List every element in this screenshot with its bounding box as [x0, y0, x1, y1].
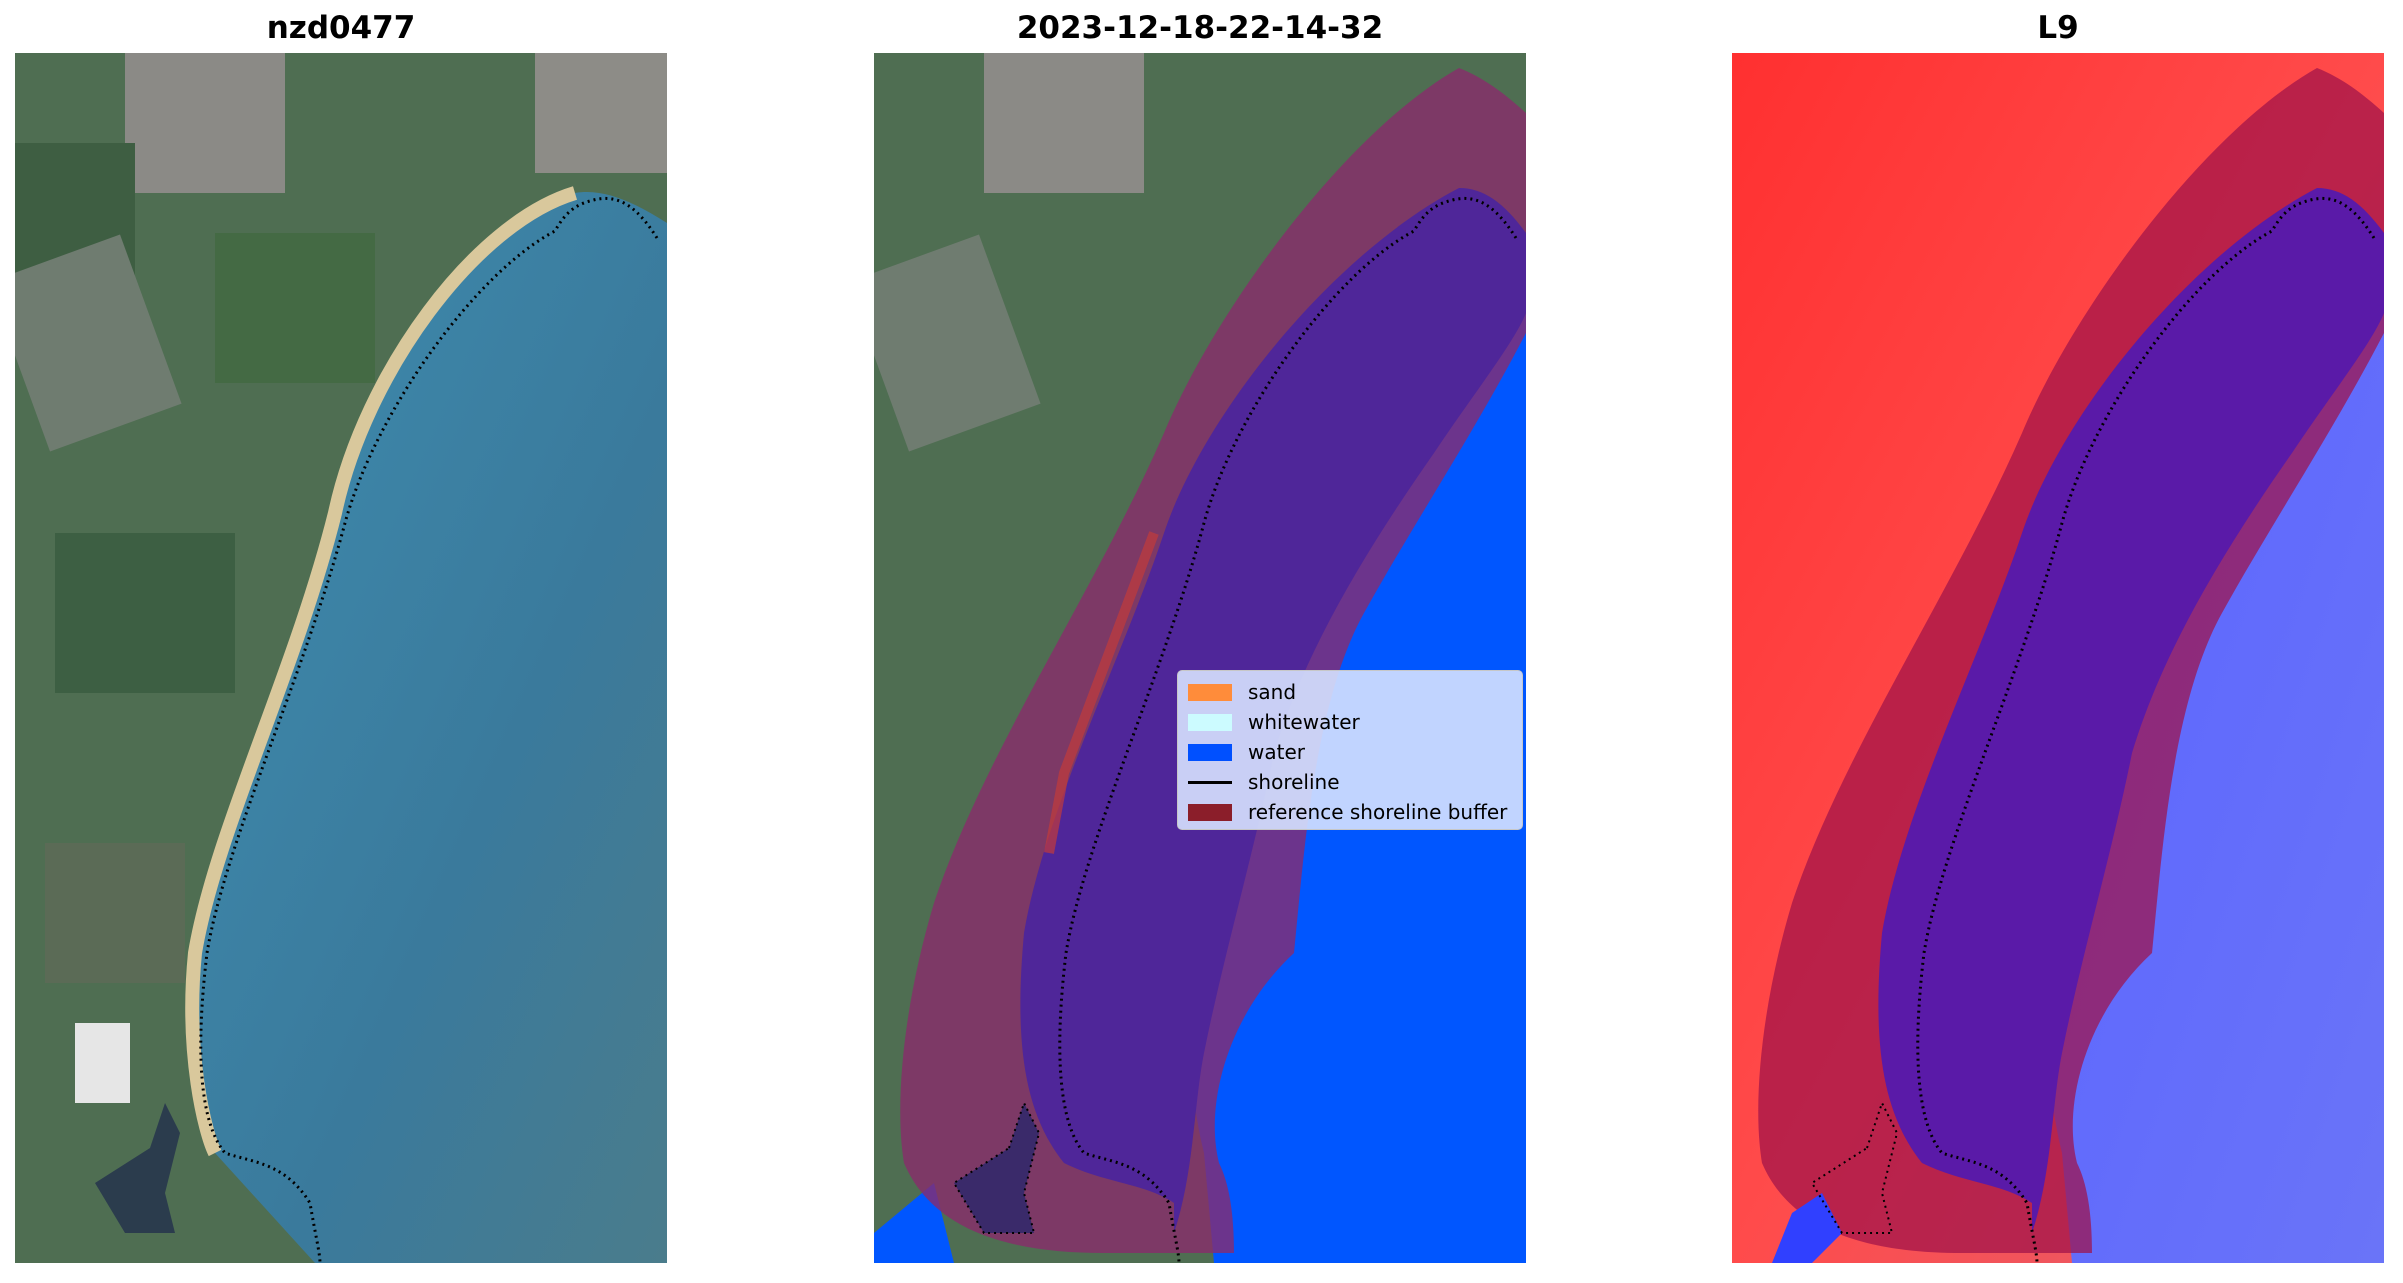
legend-label: water: [1248, 740, 1305, 764]
legend-swatch: [1188, 780, 1232, 784]
rgb-image: [15, 53, 667, 1263]
legend-label: whitewater: [1248, 710, 1360, 734]
legend-item-whitewater: whitewater: [1188, 707, 1512, 737]
classification-panel: [874, 53, 1526, 1263]
shoreline: [199, 196, 659, 1263]
legend-swatch: [1188, 803, 1232, 821]
negative-index-area: [2047, 273, 2384, 1263]
sea-area: [192, 192, 667, 1263]
legend-swatch: [1188, 743, 1232, 761]
legend-label: reference shoreline buffer: [1248, 800, 1508, 824]
panel-title-rgb: nzd0477: [266, 10, 416, 46]
classification-image: [874, 53, 1526, 1263]
rgb-image-panel: [15, 53, 667, 1263]
panel-title-index: L9: [2037, 10, 2079, 46]
legend-label: shoreline: [1248, 770, 1340, 794]
panel-title-classification: 2023-12-18-22-14-32: [1016, 10, 1384, 46]
index-panel: [1732, 53, 2384, 1263]
legend: sand whitewater water shoreline referenc…: [1177, 670, 1523, 830]
legend-swatch: [1188, 683, 1232, 701]
legend-item-water: water: [1188, 737, 1512, 767]
index-image: [1732, 53, 2384, 1263]
legend-item-shoreline: shoreline: [1188, 767, 1512, 797]
legend-label: sand: [1248, 680, 1297, 704]
beach: [185, 186, 578, 1157]
legend-item-sand: sand: [1188, 677, 1512, 707]
legend-item-buffer: reference shoreline buffer: [1188, 797, 1512, 827]
legend-swatch: [1188, 713, 1232, 731]
